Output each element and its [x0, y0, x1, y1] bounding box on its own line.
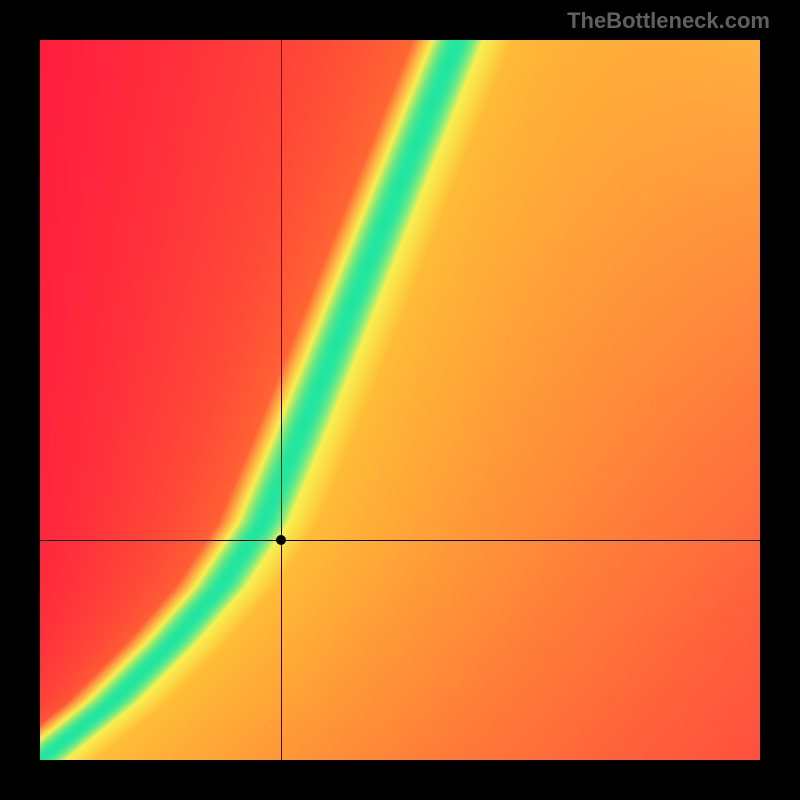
crosshair-horizontal: [40, 540, 760, 541]
bottleneck-heatmap: [40, 40, 760, 760]
watermark-text: TheBottleneck.com: [567, 8, 770, 34]
crosshair-vertical: [281, 40, 282, 760]
crosshair-marker-dot: [276, 535, 286, 545]
heatmap-canvas: [40, 40, 760, 760]
